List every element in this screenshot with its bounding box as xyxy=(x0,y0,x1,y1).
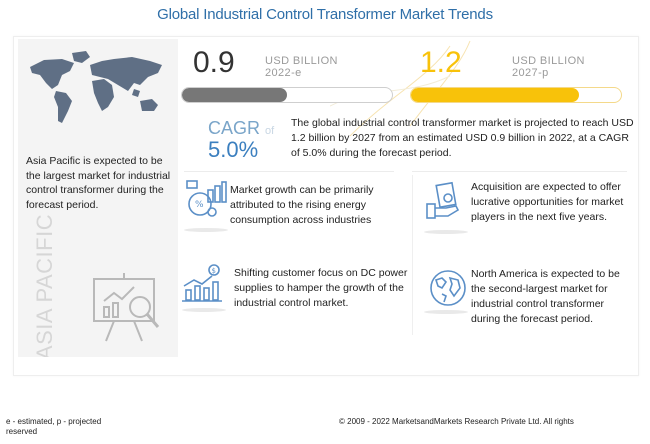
insight-text: North America is expected to be the seco… xyxy=(471,268,620,325)
globe-icon xyxy=(430,270,466,306)
svg-text:$: $ xyxy=(212,267,216,275)
insight-text: Market growth can be primarily attribute… xyxy=(230,184,374,226)
svg-text:%: % xyxy=(195,200,204,210)
copyright-text: © 2009 - 2022 MarketsandMarkets Research… xyxy=(339,417,574,426)
progress-bar-2022 xyxy=(181,87,393,103)
growth-dollar-icon: $ xyxy=(182,264,222,302)
cagr-label: CAGR of xyxy=(208,118,274,139)
icon-shadow xyxy=(424,310,468,314)
presentation-analytics-icon xyxy=(93,273,160,342)
divider xyxy=(412,171,627,172)
icon-shadow xyxy=(182,308,226,312)
year-label: 2027-p xyxy=(512,67,549,79)
market-value-2027: 1.2 xyxy=(420,46,462,79)
market-value-2022: 0.9 xyxy=(193,46,235,79)
market-unit-2027: USD BILLION 2027-p xyxy=(512,55,585,79)
divider xyxy=(412,175,413,335)
money-hand-icon xyxy=(426,181,460,219)
market-unit-2022: USD BILLION 2022-e xyxy=(265,55,338,79)
unit-label: USD BILLION xyxy=(265,55,338,67)
chart-percent-icon: % xyxy=(186,180,227,217)
market-summary: The global industrial control transforme… xyxy=(291,117,634,159)
year-label: 2022-e xyxy=(265,67,302,79)
unit-label: USD BILLION xyxy=(512,55,585,67)
progress-fill-2027 xyxy=(411,88,579,102)
progress-bar-2027 xyxy=(410,87,622,103)
cagr-value: 5.0% xyxy=(208,137,259,162)
insight-text: Shifting customer focus on DC power supp… xyxy=(234,267,408,309)
world-map-icon xyxy=(30,51,162,123)
footer-legend: e - estimated, p - projected reserved xyxy=(6,417,101,437)
progress-fill-2022 xyxy=(182,88,287,102)
asia-pacific-description: Asia Pacific is expected to be the large… xyxy=(26,155,171,211)
page-title: Global Industrial Control Transformer Ma… xyxy=(157,6,493,23)
reserved-text: reserved xyxy=(6,427,38,436)
cagr-of-text: of xyxy=(265,125,275,137)
cagr-text: CAGR xyxy=(208,118,261,138)
asia-pacific-watermark: ASIA PACIFIC xyxy=(32,213,57,357)
legend-text: e - estimated, p - projected xyxy=(6,417,102,426)
icon-shadow xyxy=(424,230,468,234)
divider xyxy=(184,171,394,172)
asia-pacific-panel: Asia Pacific is expected to be the large… xyxy=(18,39,178,357)
icon-shadow xyxy=(184,228,228,232)
insight-text: Acquisition are expected to offer lucrat… xyxy=(471,181,624,223)
